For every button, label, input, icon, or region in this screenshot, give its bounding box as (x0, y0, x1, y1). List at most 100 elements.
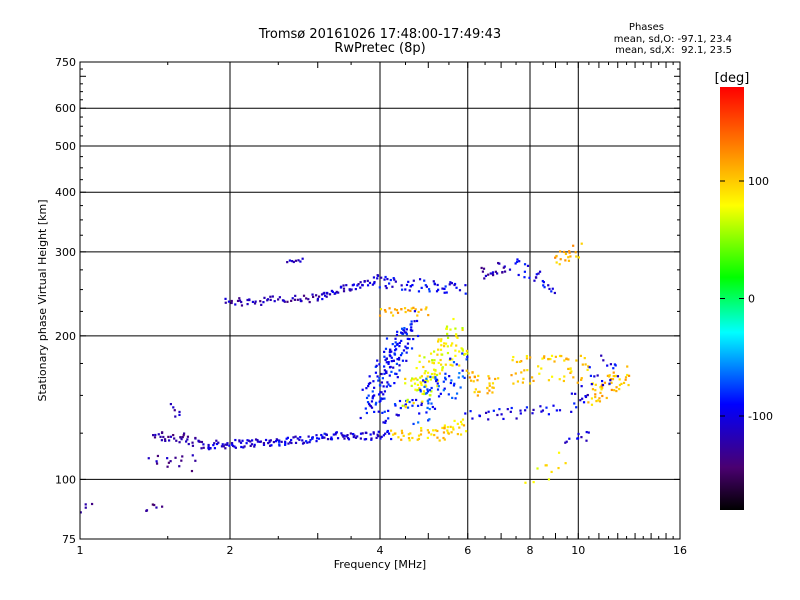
data-point (390, 370, 393, 373)
data-point (520, 360, 523, 363)
data-point (408, 400, 411, 404)
data-point (367, 384, 370, 388)
data-point (364, 437, 368, 441)
data-point (404, 403, 407, 406)
data-point (215, 442, 219, 446)
data-point (396, 311, 400, 314)
data-point (615, 389, 618, 393)
data-point (383, 350, 386, 353)
data-point (365, 387, 368, 390)
data-point (383, 365, 386, 368)
data-point (343, 434, 346, 437)
data-point (567, 259, 571, 262)
data-point (167, 435, 170, 438)
data-point (497, 261, 500, 265)
data-point (404, 310, 407, 314)
data-point (445, 291, 448, 294)
data-point (547, 357, 550, 361)
data-point (486, 392, 489, 395)
data-point (400, 327, 404, 330)
data-point (443, 345, 446, 348)
data-point (294, 441, 298, 445)
data-point (259, 300, 262, 303)
data-point (425, 378, 428, 381)
data-point (230, 299, 233, 303)
data-point (180, 459, 183, 462)
data-point (431, 405, 434, 409)
data-point (595, 399, 598, 403)
data-point (298, 438, 301, 441)
data-point (311, 436, 314, 439)
data-point (378, 286, 381, 289)
data-point (166, 465, 169, 468)
data-point (207, 448, 211, 451)
data-point (299, 299, 302, 303)
data-point (420, 383, 423, 387)
data-point (398, 369, 401, 372)
data-point (596, 374, 599, 377)
data-point (427, 313, 430, 317)
data-point (444, 378, 447, 381)
data-point (238, 299, 242, 302)
data-point (409, 432, 412, 435)
data-point (443, 291, 446, 294)
data-point (299, 436, 302, 439)
data-point (286, 436, 289, 439)
data-point (609, 379, 612, 382)
data-point (384, 421, 387, 424)
data-point (161, 505, 164, 508)
data-point (512, 355, 515, 359)
data-point (473, 391, 476, 394)
data-point (494, 270, 497, 273)
data-point (306, 441, 309, 444)
data-point (559, 250, 562, 253)
data-point (367, 402, 371, 405)
data-point (307, 298, 310, 301)
data-point (381, 411, 384, 414)
data-point (246, 439, 249, 442)
data-point (377, 435, 380, 438)
data-point (488, 389, 491, 392)
data-point (431, 376, 434, 379)
data-point (531, 412, 534, 415)
data-point (288, 259, 291, 262)
data-point (608, 375, 611, 378)
data-point (269, 444, 272, 447)
data-point (226, 442, 229, 445)
data-point (297, 259, 300, 262)
data-point (443, 438, 446, 441)
stats-x-mode: mean, sd,X: 92.1, 23.5 (615, 45, 732, 56)
data-point (517, 273, 520, 277)
data-point (290, 438, 293, 442)
data-point (198, 440, 201, 443)
data-point (415, 389, 418, 392)
data-point (608, 382, 611, 385)
data-point (202, 446, 205, 449)
data-point (605, 396, 608, 400)
data-point (538, 270, 542, 273)
data-point (496, 272, 499, 275)
data-point (311, 293, 314, 296)
data-point (317, 437, 321, 440)
data-point (401, 431, 404, 435)
data-point (461, 352, 464, 355)
data-point (424, 384, 427, 387)
data-point (343, 437, 346, 440)
data-point (278, 440, 281, 443)
data-point (416, 404, 420, 407)
data-point (330, 436, 333, 439)
data-point (400, 284, 403, 287)
data-point (557, 466, 560, 470)
data-point (316, 299, 319, 302)
data-point (541, 357, 544, 360)
data-point (370, 438, 373, 441)
data-point (455, 286, 458, 289)
data-point (431, 361, 434, 364)
data-point (404, 377, 407, 380)
data-point (270, 444, 273, 447)
data-point (207, 445, 210, 448)
data-point (407, 433, 410, 436)
data-point (162, 435, 165, 439)
data-point (523, 263, 527, 266)
data-point (169, 435, 173, 438)
